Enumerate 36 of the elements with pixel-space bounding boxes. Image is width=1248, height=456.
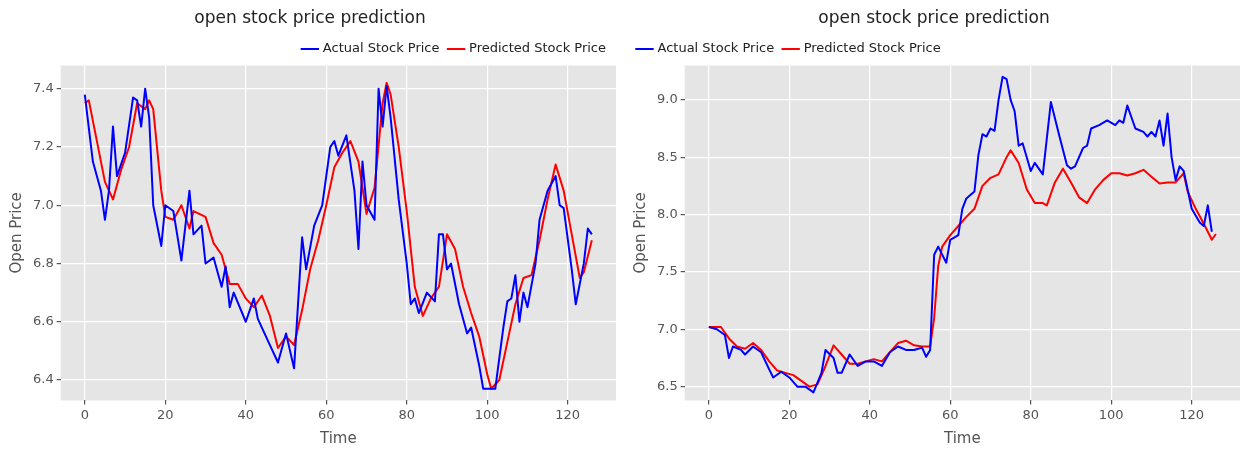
y-axis-title: Open Price — [6, 192, 25, 274]
y-tick-label: 7.2 — [32, 138, 54, 154]
legend-label: Predicted Stock Price — [469, 40, 606, 56]
legend-label: Actual Stock Price — [657, 40, 775, 56]
x-axis-title: Time — [318, 428, 357, 447]
legend-label: Actual Stock Price — [322, 40, 440, 56]
x-tick-label: 40 — [237, 406, 255, 422]
x-tick-label: 0 — [80, 406, 89, 422]
y-tick-label: 6.4 — [32, 371, 54, 387]
y-tick-label: 6.8 — [32, 254, 54, 270]
chart-title: open stock price prediction — [194, 6, 426, 27]
y-tick-label: 7.5 — [656, 263, 678, 279]
x-tick-label: 80 — [1022, 406, 1040, 422]
x-tick-label: 120 — [1179, 406, 1205, 422]
y-tick-label: 8.0 — [656, 205, 678, 221]
x-tick-label: 0 — [704, 406, 713, 422]
x-tick-label: 40 — [861, 406, 879, 422]
y-tick-label: 7.0 — [32, 196, 54, 212]
y-tick-label: 9.0 — [656, 91, 678, 107]
x-tick-label: 100 — [474, 406, 500, 422]
x-tick-label: 60 — [941, 406, 959, 422]
x-tick-label: 20 — [157, 406, 174, 422]
x-axis-title: Time — [942, 428, 981, 447]
y-tick-label: 7.4 — [32, 80, 54, 96]
y-tick-label: 8.5 — [656, 148, 678, 164]
x-tick-label: 60 — [317, 406, 335, 422]
x-tick-label: 100 — [1098, 406, 1124, 422]
x-tick-label: 20 — [781, 406, 798, 422]
x-tick-label: 120 — [555, 406, 581, 422]
legend-label: Predicted Stock Price — [803, 40, 941, 56]
chart-title: open stock price prediction — [818, 6, 1050, 27]
y-tick-label: 6.6 — [32, 313, 54, 329]
x-tick-label: 80 — [398, 406, 416, 422]
y-tick-label: 7.0 — [656, 320, 678, 336]
y-tick-label: 6.5 — [656, 378, 678, 394]
y-axis-title: Open Price — [630, 192, 649, 274]
